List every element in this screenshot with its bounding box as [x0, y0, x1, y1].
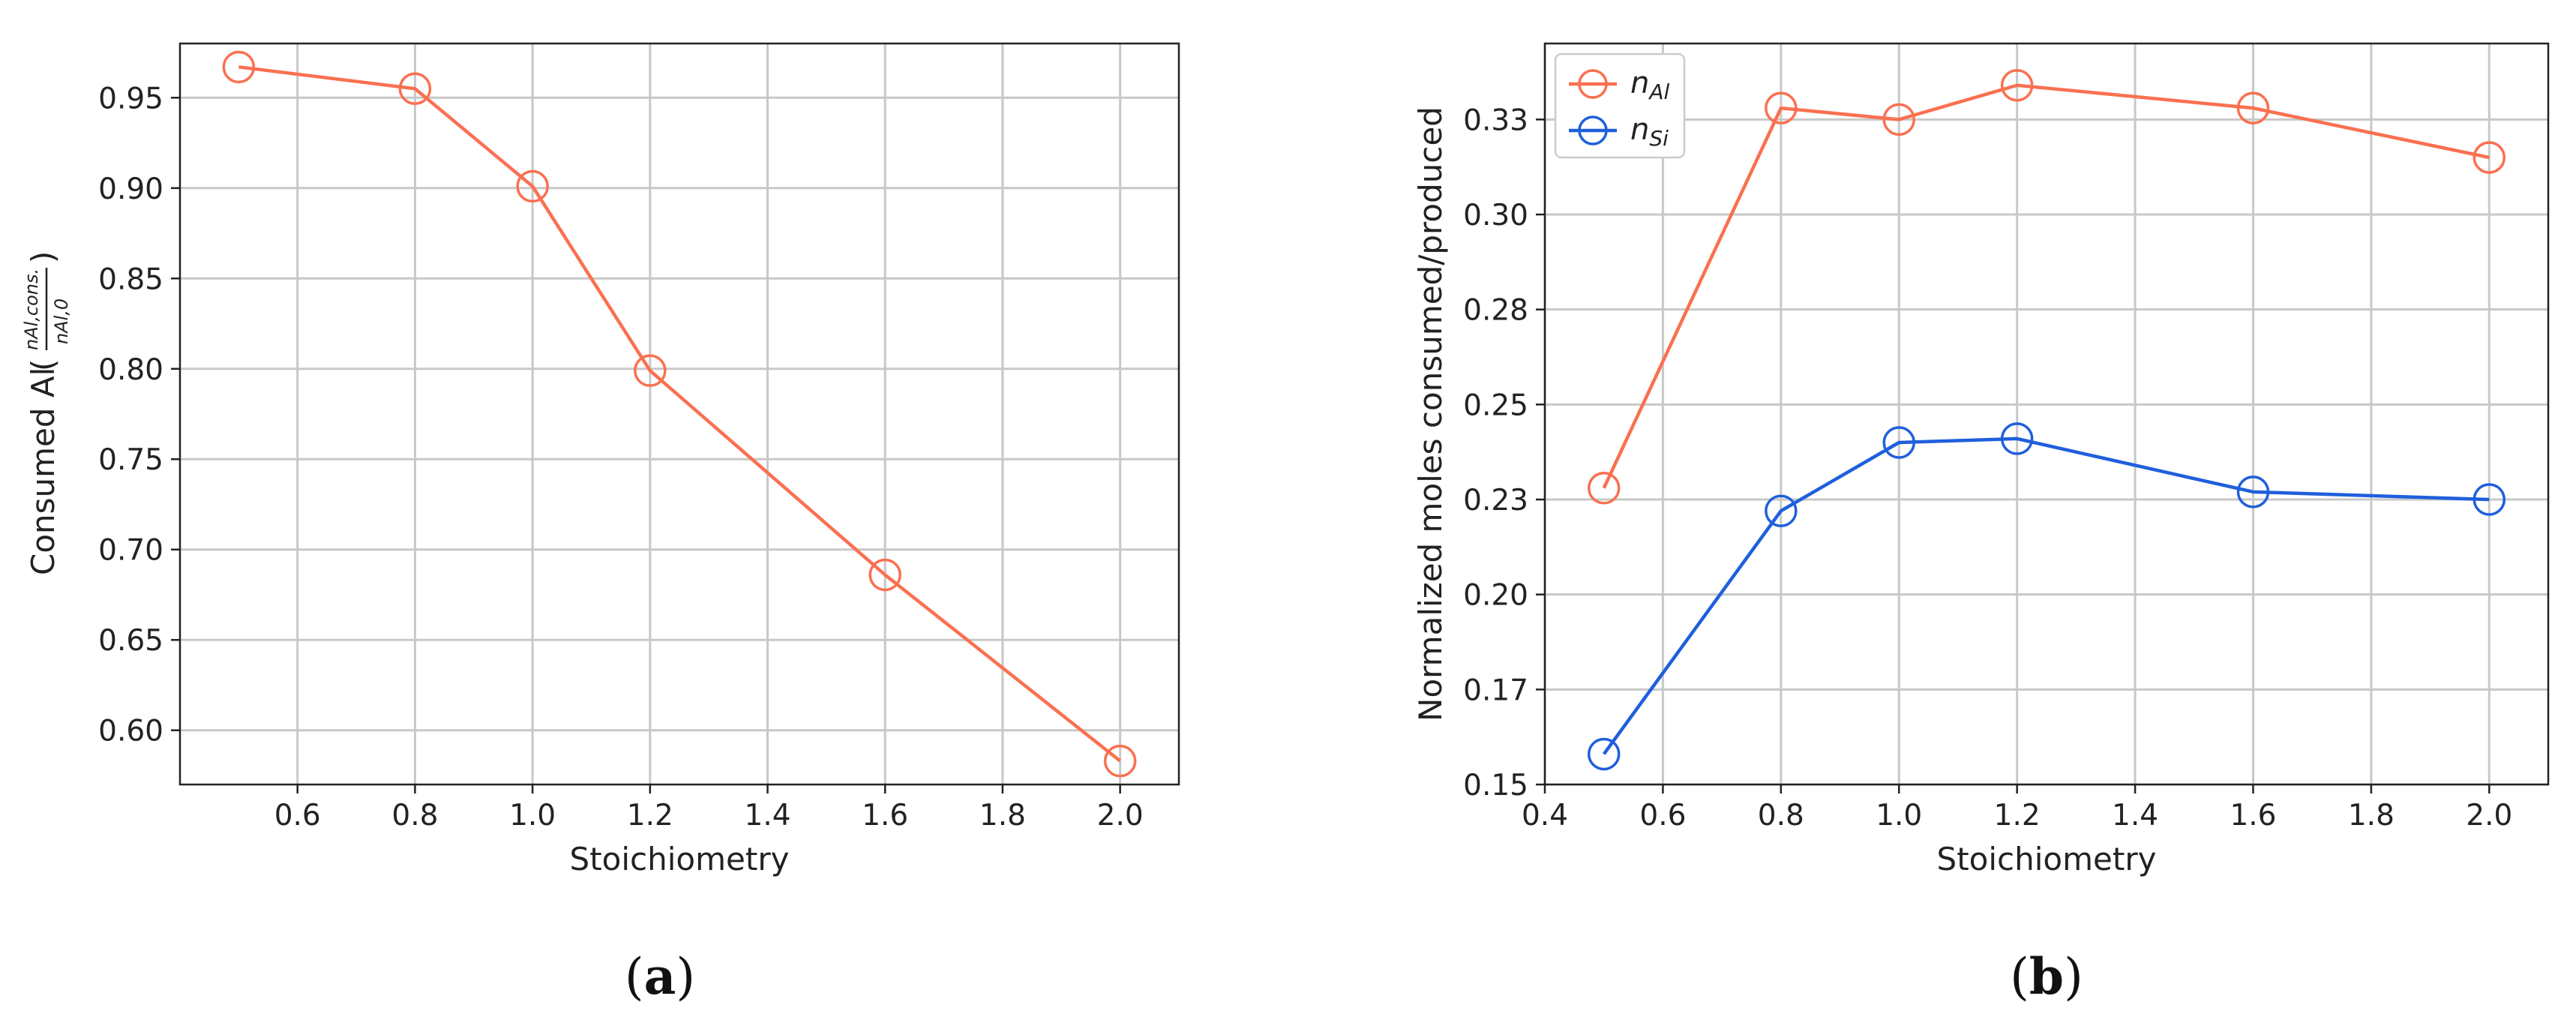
data-point	[1882, 103, 1915, 136]
panel-caption: (b)	[2010, 947, 2083, 1006]
panel-caption-letter: a	[644, 947, 676, 1006]
y-axis-fraction-numerator: nAl,cons.	[21, 268, 42, 350]
x-tick-label: 0.6	[274, 799, 321, 832]
x-tick-label: 1.4	[2112, 799, 2158, 832]
data-point	[634, 354, 667, 387]
y-axis-paren-open: (	[25, 359, 61, 371]
x-tick-label: 1.2	[1994, 799, 2041, 832]
panel-caption-text: (	[2010, 948, 2029, 1006]
data-point	[2236, 92, 2270, 124]
data-point	[2473, 483, 2506, 516]
x-tick-label: 1.8	[979, 799, 1026, 832]
legend-entry-main: n	[1630, 112, 1649, 147]
x-tick-label: 1.6	[2230, 799, 2276, 832]
x-tick-label: 1.0	[509, 799, 556, 832]
y-tick-label: 0.20	[1463, 579, 1528, 613]
y-tick-label: 0.70	[98, 534, 163, 568]
data-point	[2000, 68, 2034, 102]
data-point	[2000, 422, 2034, 455]
x-tick-label: 1.4	[745, 799, 791, 832]
y-tick-label: 0.15	[1463, 769, 1528, 802]
data-point	[1765, 92, 1798, 124]
y-tick-label: 0.85	[98, 262, 163, 296]
axes-frame	[178, 42, 1180, 786]
data-point	[1103, 744, 1137, 778]
legend-entry: nSi	[1630, 112, 1669, 151]
series-line-main	[238, 65, 1122, 763]
x-tick-label: 2.0	[2466, 799, 2512, 832]
legend-swatch-marker	[1578, 69, 1608, 99]
y-tick-label: 0.28	[1463, 294, 1528, 328]
data-point	[516, 170, 549, 203]
chart-panel-b: 0.4 0.6 0.8 1.0 1.2 1.4 1.6 1.8 2.0 0.15 0.17 0.20 0…	[1412, 42, 2550, 1006]
data-point	[1587, 737, 1621, 771]
data-point	[1765, 494, 1798, 527]
y-tick-label: 0.30	[1463, 199, 1528, 232]
x-tick-label: 0.6	[1639, 799, 1686, 832]
legend-entry-subscript: Si	[1649, 126, 1669, 151]
x-tick-label: 1.2	[627, 799, 673, 832]
data-point	[868, 558, 901, 592]
panel-caption-letter: b	[2029, 947, 2064, 1006]
legend-entry-subscript: Al	[1648, 80, 1669, 104]
legend-entry: nAl	[1630, 66, 1670, 104]
chart-panel-a: 0.6 0.8 1.0 1.2 1.4 1.6 1.8 2.0 0.60 0.65 0.70 0.75…	[21, 42, 1180, 1006]
y-tick-label: 0.60	[98, 715, 163, 748]
y-tick-label: 0.90	[98, 172, 163, 206]
y-axis-paren-close: )	[25, 251, 61, 263]
y-tick-label: 0.80	[98, 353, 163, 387]
y-axis-fraction-denominator: nAl,0	[51, 298, 72, 344]
series-line-n_Al	[1602, 83, 2490, 489]
y-axis-label: Normalized moles consumed/produced	[1412, 106, 1449, 722]
panel-caption-close: )	[676, 948, 695, 1006]
x-tick-label: 0.8	[391, 799, 438, 832]
data-point	[2236, 476, 2270, 508]
data-point	[222, 50, 256, 84]
y-tick-label: 0.65	[98, 624, 163, 658]
y-axis-label-group: Normalized moles consumed/produced	[1412, 106, 1449, 722]
axes-frame	[1543, 42, 2550, 786]
series-line-n_Si	[1602, 436, 2490, 755]
data-point	[2473, 141, 2506, 174]
data-point	[1882, 426, 1915, 459]
y-tick-label: 0.17	[1463, 674, 1528, 707]
panel-caption-close: )	[2064, 948, 2083, 1006]
y-tick-label: 0.23	[1463, 484, 1528, 518]
legend-entry-main: n	[1630, 66, 1649, 100]
x-tick-label: 1.0	[1876, 799, 1922, 832]
data-point	[398, 72, 432, 105]
data-point	[1587, 472, 1621, 505]
y-tick-label: 0.25	[1463, 388, 1528, 422]
x-tick-label: 1.8	[2348, 799, 2395, 832]
x-tick-label: 1.6	[862, 799, 908, 832]
y-axis-label: Consumed Al	[25, 368, 61, 575]
x-axis-label: Stoichiometry	[570, 841, 790, 878]
panel-caption-text: (	[625, 948, 644, 1006]
x-tick-label: 2.0	[1097, 799, 1144, 832]
legend-swatch-marker	[1578, 116, 1608, 146]
x-axis-label: Stoichiometry	[1937, 841, 2157, 878]
x-tick-label: 0.4	[1522, 799, 1568, 832]
y-axis-label-group: Consumed Al( nAl,cons. nAl,0)	[21, 251, 72, 575]
panel-caption: (a)	[625, 947, 695, 1006]
x-tick-label: 0.8	[1758, 799, 1804, 832]
y-tick-label: 0.75	[98, 443, 163, 477]
y-tick-label: 0.95	[98, 82, 163, 116]
y-tick-label: 0.33	[1463, 104, 1528, 137]
